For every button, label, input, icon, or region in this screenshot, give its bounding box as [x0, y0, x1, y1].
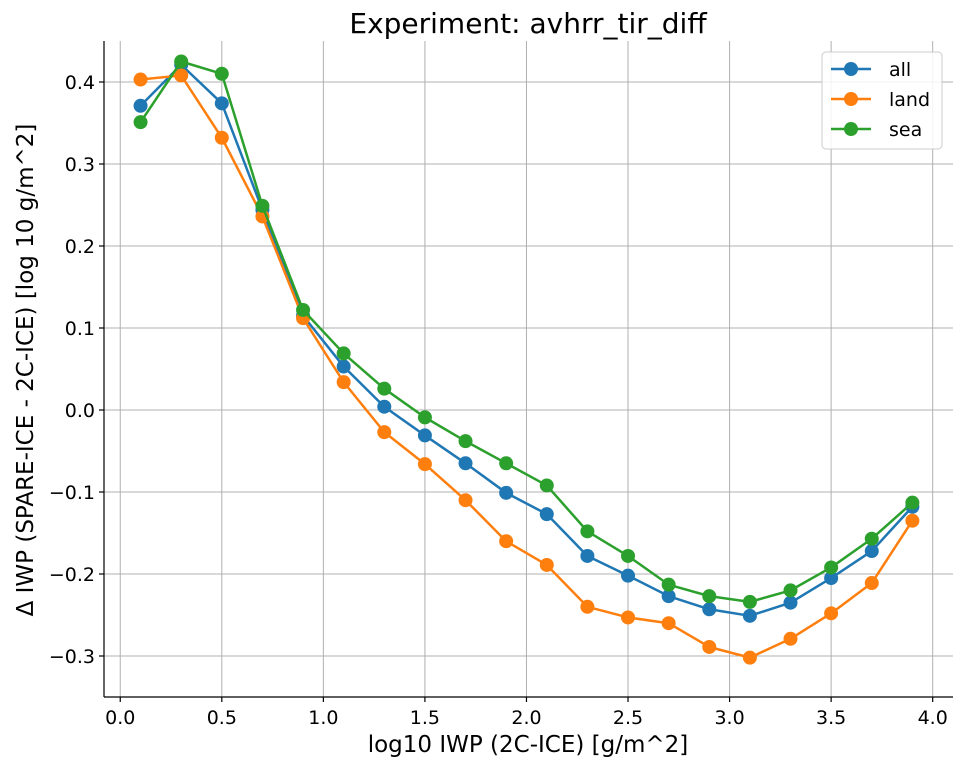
series-line-sea	[139, 60, 914, 604]
data-point-land	[458, 493, 473, 508]
y-axis-label: Δ IWP (SPARE-ICE - 2C-ICE) [log 10 g/m^2…	[13, 124, 39, 617]
data-point-all	[458, 456, 473, 471]
y-tick-label: −0.3	[49, 646, 95, 668]
data-point-land	[417, 457, 432, 472]
data-point-all	[661, 589, 676, 604]
x-tick-label: 0.0	[105, 707, 135, 729]
data-point-land	[864, 576, 879, 591]
legend-marker-sea	[844, 122, 858, 136]
y-tick-label: 0.1	[65, 318, 95, 340]
y-tick-label: 0.2	[65, 236, 95, 258]
y-tick-label: 0.3	[65, 154, 95, 176]
data-point-sea	[336, 346, 351, 361]
data-point-sea	[499, 456, 514, 471]
x-tick-label: 3.0	[714, 707, 744, 729]
legend-marker-all	[844, 62, 858, 76]
y-tick-label: −0.1	[49, 482, 95, 504]
data-point-land	[133, 72, 148, 87]
y-tick-label: 0.4	[65, 72, 95, 94]
series-sea	[133, 54, 920, 609]
data-point-sea	[742, 594, 757, 609]
series-line-all	[139, 63, 914, 618]
data-point-land	[499, 534, 514, 549]
data-point-sea	[621, 548, 636, 563]
data-series	[133, 54, 920, 665]
ticks: 0.0 0.5 1.0 1.5 2.0 2.5 3.0 3.5 4.0 −0.3 −0.2 −0.1 0…	[49, 72, 948, 729]
data-point-land	[539, 557, 554, 572]
data-point-land	[702, 639, 717, 654]
data-point-all	[864, 544, 879, 559]
data-point-sea	[296, 302, 311, 317]
data-point-sea	[661, 577, 676, 592]
data-point-all	[539, 507, 554, 522]
legend-label-all: all	[889, 59, 911, 81]
data-point-all	[580, 548, 595, 563]
data-point-land	[336, 375, 351, 390]
data-point-land	[905, 513, 920, 528]
data-point-sea	[824, 560, 839, 575]
data-point-sea	[702, 589, 717, 604]
data-point-land	[824, 606, 839, 621]
y-tick-label: −0.2	[49, 564, 95, 586]
x-axis-label: log10 IWP (2C-ICE) [g/m^2]	[368, 732, 689, 758]
x-tick-label: 0.5	[207, 707, 237, 729]
data-point-land	[742, 650, 757, 665]
data-point-land	[214, 130, 229, 145]
x-tick-label: 2.0	[511, 707, 541, 729]
data-point-land	[621, 610, 636, 625]
data-point-all	[499, 485, 514, 500]
data-point-sea	[174, 54, 189, 69]
y-tick-label: 0.0	[65, 400, 95, 422]
series-line-land	[140, 74, 914, 659]
data-point-all	[214, 96, 229, 111]
x-tick-label: 3.5	[816, 707, 846, 729]
data-point-sea	[864, 531, 879, 546]
legend-marker-land	[844, 92, 858, 106]
x-tick-label: 1.5	[410, 707, 440, 729]
series-land	[133, 68, 920, 665]
data-point-all	[824, 571, 839, 586]
data-point-sea	[580, 524, 595, 539]
data-point-land	[580, 599, 595, 614]
data-point-sea	[417, 410, 432, 425]
x-tick-label: 2.5	[613, 707, 643, 729]
grid	[104, 41, 953, 697]
data-point-land	[783, 631, 798, 646]
chart-title: Experiment: avhrr_tir_diff	[349, 7, 707, 40]
data-point-sea	[458, 434, 473, 449]
data-point-sea	[255, 198, 270, 213]
data-point-sea	[783, 583, 798, 598]
axes	[103, 41, 953, 698]
data-point-sea	[539, 478, 554, 493]
data-point-all	[621, 568, 636, 583]
data-point-all	[702, 602, 717, 617]
data-point-all	[783, 595, 798, 610]
data-point-all	[742, 608, 757, 623]
data-point-sea	[133, 115, 148, 130]
data-point-all	[133, 98, 148, 113]
legend-label-sea: sea	[889, 119, 922, 141]
data-point-sea	[377, 381, 392, 396]
x-tick-label: 4.0	[918, 707, 948, 729]
data-point-sea	[905, 495, 920, 510]
data-point-land	[174, 68, 189, 83]
data-point-land	[661, 616, 676, 631]
data-point-land	[377, 425, 392, 440]
data-point-sea	[214, 66, 229, 81]
legend: all land sea	[821, 51, 943, 150]
data-point-all	[336, 359, 351, 374]
legend-label-land: land	[889, 89, 930, 111]
data-point-all	[377, 399, 392, 414]
x-tick-label: 1.0	[308, 707, 338, 729]
data-point-all	[417, 428, 432, 443]
